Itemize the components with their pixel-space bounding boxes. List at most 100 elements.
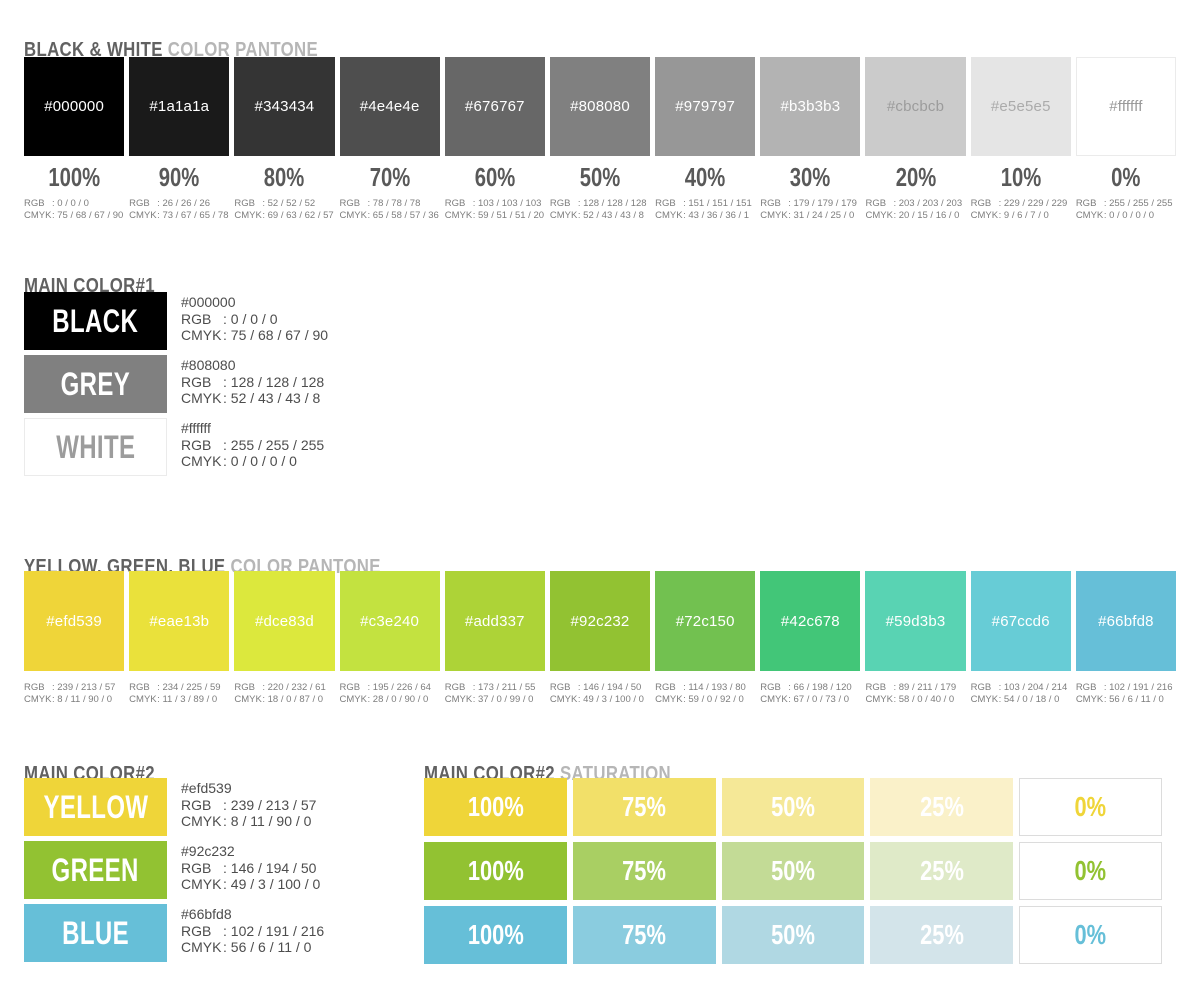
cmyk-value: : 54 / 0 / 18 / 0 xyxy=(998,693,1060,705)
rgb-value: : 103 / 103 / 103 xyxy=(472,198,542,209)
rgb-key: RGB xyxy=(181,796,212,813)
rgb-value: : 0 / 0 / 0 xyxy=(223,310,278,327)
rgb-value: : 128 / 128 / 128 xyxy=(223,373,325,390)
saturation-swatch: 50% xyxy=(721,906,865,964)
rgb-value: : 78 / 78 / 78 xyxy=(367,198,421,209)
cmyk-value: : 20 / 15 / 16 / 0 xyxy=(893,209,960,221)
cmyk-value: : 8 / 11 / 90 / 0 xyxy=(223,813,312,829)
cmyk-line: CMYK: 20 / 15 / 16 / 0 xyxy=(865,210,965,222)
swatch-color-values: RGB: 66 / 198 / 120 CMYK: 67 / 0 / 73 / … xyxy=(760,682,860,705)
cmyk-value: : 65 / 58 / 57 / 36 xyxy=(367,209,439,221)
color-swatch: #66bfd8 xyxy=(1075,571,1176,671)
saturation-swatch: 50% xyxy=(721,842,865,900)
cmyk-key: CMYK xyxy=(181,813,222,829)
rgb-value: : 89 / 211 / 179 xyxy=(893,682,957,693)
saturation-percent-label: 25% xyxy=(919,791,964,822)
swatch-color-values: RGB: 239 / 213 / 57 CMYK: 8 / 11 / 90 / … xyxy=(24,682,124,705)
swatch-color-values: RGB: 255 / 255 / 255 CMYK: 0 / 0 / 0 / 0 xyxy=(1076,198,1176,221)
swatch-percent-label: 60% xyxy=(445,164,545,190)
saturation-percent-label: 50% xyxy=(771,791,815,822)
color-swatch: #808080 xyxy=(549,57,651,156)
rgb-line: RGB: 0 / 0 / 0 xyxy=(24,198,124,210)
cmyk-value: : 49 / 3 / 100 / 0 xyxy=(223,876,321,892)
rgb-key: RGB xyxy=(444,682,466,693)
rgb-value: : 173 / 211 / 55 xyxy=(472,682,536,693)
rgb-line: RGB: 114 / 193 / 80 xyxy=(655,682,755,694)
swatch-percent-label: 20% xyxy=(865,164,965,190)
main-color-swatch: BLUE xyxy=(24,904,167,962)
cmyk-key: CMYK xyxy=(181,876,222,892)
cmyk-key: CMYK xyxy=(549,693,578,705)
swatch-color-values: RGB : 103 / 103 / 103 CMYK: 59 / 51 / 51 … xyxy=(445,198,545,221)
swatch-percent-label: 70% xyxy=(340,164,440,190)
rgb-line: RGB: 146 / 194 / 50 xyxy=(181,860,320,877)
swatch-color-values: RGB: 229 / 229 / 229 CMYK: 9 / 6 / 7 / 0 xyxy=(971,198,1071,221)
saturation-percent-label: 0% xyxy=(1074,791,1107,822)
cmyk-value: : 43 / 36 / 36 / 1 xyxy=(683,209,750,221)
hex-value: #92c232 xyxy=(181,843,235,859)
swatch-color-values: RGB: 78 / 78 / 78 CMYK: 65 / 58 / 57 / 3… xyxy=(340,198,440,221)
cmyk-key: CMYK xyxy=(234,693,262,705)
rgb-key: RGB xyxy=(339,198,361,209)
rgb-line: RGB: 102 / 191 / 216 xyxy=(181,923,324,940)
saturation-swatch: 25% xyxy=(870,778,1014,836)
saturation-grid: 100% 75% 50% 25% 0% 100% 75% 50% 25% xyxy=(424,778,1162,964)
bw-pantone-cell: #cbcbcb 20% RGB: 203 / 203 / 203 CMYK: 2… xyxy=(865,57,966,222)
swatch-color-values: RGB: 151 / 151 / 151 CMYK: 43 / 36 / 36 … xyxy=(655,198,755,221)
rgb-key: RGB xyxy=(865,198,887,209)
cmyk-key: CMYK xyxy=(865,693,893,705)
swatch-hex-label: #66bfd8 xyxy=(1098,612,1154,630)
rgb-line: RGB : 173 / 211 / 55 xyxy=(445,682,545,694)
cmyk-value: : 59 / 51 / 51 / 20 xyxy=(472,209,545,221)
swatch-hex-label: #343434 xyxy=(254,98,315,115)
saturation-swatch: 0% xyxy=(1019,778,1162,836)
rgb-line: RGB: 179 / 179 / 179 xyxy=(760,198,860,210)
rgb-line: RGB: 128 / 128 / 128 xyxy=(181,374,324,391)
cmyk-value: : 11 / 3 / 89 / 0 xyxy=(157,693,218,705)
saturation-swatch: 100% xyxy=(424,842,567,900)
swatch-hex-label: #4e4e4e xyxy=(359,98,420,115)
cmyk-line: CMYK: 67 / 0 / 73 / 0 xyxy=(760,694,860,706)
rgb-key: RGB xyxy=(444,198,466,209)
cmyk-line: CMYK: 69 / 63 / 62 / 57 xyxy=(234,210,334,222)
cmyk-line: CMYK: 49 / 3 / 100 / 0 xyxy=(550,694,650,706)
bw-pantone-cell: #e5e5e5 10% RGB: 229 / 229 / 229 CMYK: 9… xyxy=(970,57,1071,221)
rgb-line: RGB: 255 / 255 / 255 xyxy=(1076,198,1176,210)
color-swatch: #c3e240 xyxy=(339,571,440,671)
rgb-key: RGB xyxy=(760,198,781,209)
rgb-value: : 103 / 204 / 214 xyxy=(998,682,1068,693)
saturation-swatch: 25% xyxy=(870,842,1014,900)
saturation-percent-label: 75% xyxy=(622,855,667,886)
cmyk-key: CMYK xyxy=(1075,693,1104,705)
rgb-value: : 255 / 255 / 255 xyxy=(223,436,325,453)
bw-section-title: BLACK & WHITE COLOR PANTONE xyxy=(24,39,318,62)
rgb-key: RGB xyxy=(129,198,150,209)
rgb-line: RGB: 229 / 229 / 229 xyxy=(971,198,1071,210)
ygb-pantone-cell: #add337 RGB: 173 / 211 / 55 CMYK: 37 / 0… xyxy=(444,571,545,705)
main-color-info: #000000 RGB: 0 / 0 / 0 CMYK: 75 / 68 / 6… xyxy=(181,292,328,350)
cmyk-value: : 8 / 11 / 90 / 0 xyxy=(52,693,113,705)
bw-title-light: COLOR PANTONE xyxy=(167,38,319,61)
cmyk-line: CMYK: 59 / 0 / 92 / 0 xyxy=(655,694,755,706)
swatch-percent-text: 90% xyxy=(158,162,200,192)
rgb-key: RGB xyxy=(549,198,571,209)
swatch-percent-label: 30% xyxy=(760,164,860,190)
bw-pantone-cell: #4e4e4e 70% RGB: 78 / 78 / 78 CMYK: 65 /… xyxy=(339,57,440,221)
cmyk-value: : 75 / 68 / 67 / 90 xyxy=(223,327,329,343)
cmyk-key: CMYK xyxy=(549,209,578,221)
cmyk-key: CMYK xyxy=(181,327,222,343)
cmyk-line: CMYK: 28 / 0 / 90 / 0 xyxy=(340,694,440,706)
main-color-info: #ffffff RGB: 255 / 255 / 255 CMYK: 0 / 0… xyxy=(181,418,324,476)
swatch-percent-label: 90% xyxy=(129,164,229,190)
main-color-info: #92c232 RGB: 146 / 194 / 50 CMYK: 49 / 3… xyxy=(181,841,320,899)
swatch-color-values: RGB: 89 / 211 / 179 CMYK: 58 / 0 / 40 / … xyxy=(865,682,965,705)
saturation-swatch: 0% xyxy=(1019,842,1162,900)
saturation-percent-label: 0% xyxy=(1074,919,1107,950)
cmyk-key: CMYK xyxy=(655,209,683,221)
cmyk-key: CMYK xyxy=(24,209,52,221)
cmyk-key: CMYK xyxy=(444,209,473,221)
rgb-line: RGB: 128 / 128 / 128 xyxy=(550,198,650,210)
saturation-percent-label: 25% xyxy=(919,919,964,950)
main-color-swatch: BLACK xyxy=(24,292,167,350)
swatch-color-values: RGB: 179 / 179 / 179 CMYK: 31 / 24 / 25 … xyxy=(760,198,860,221)
